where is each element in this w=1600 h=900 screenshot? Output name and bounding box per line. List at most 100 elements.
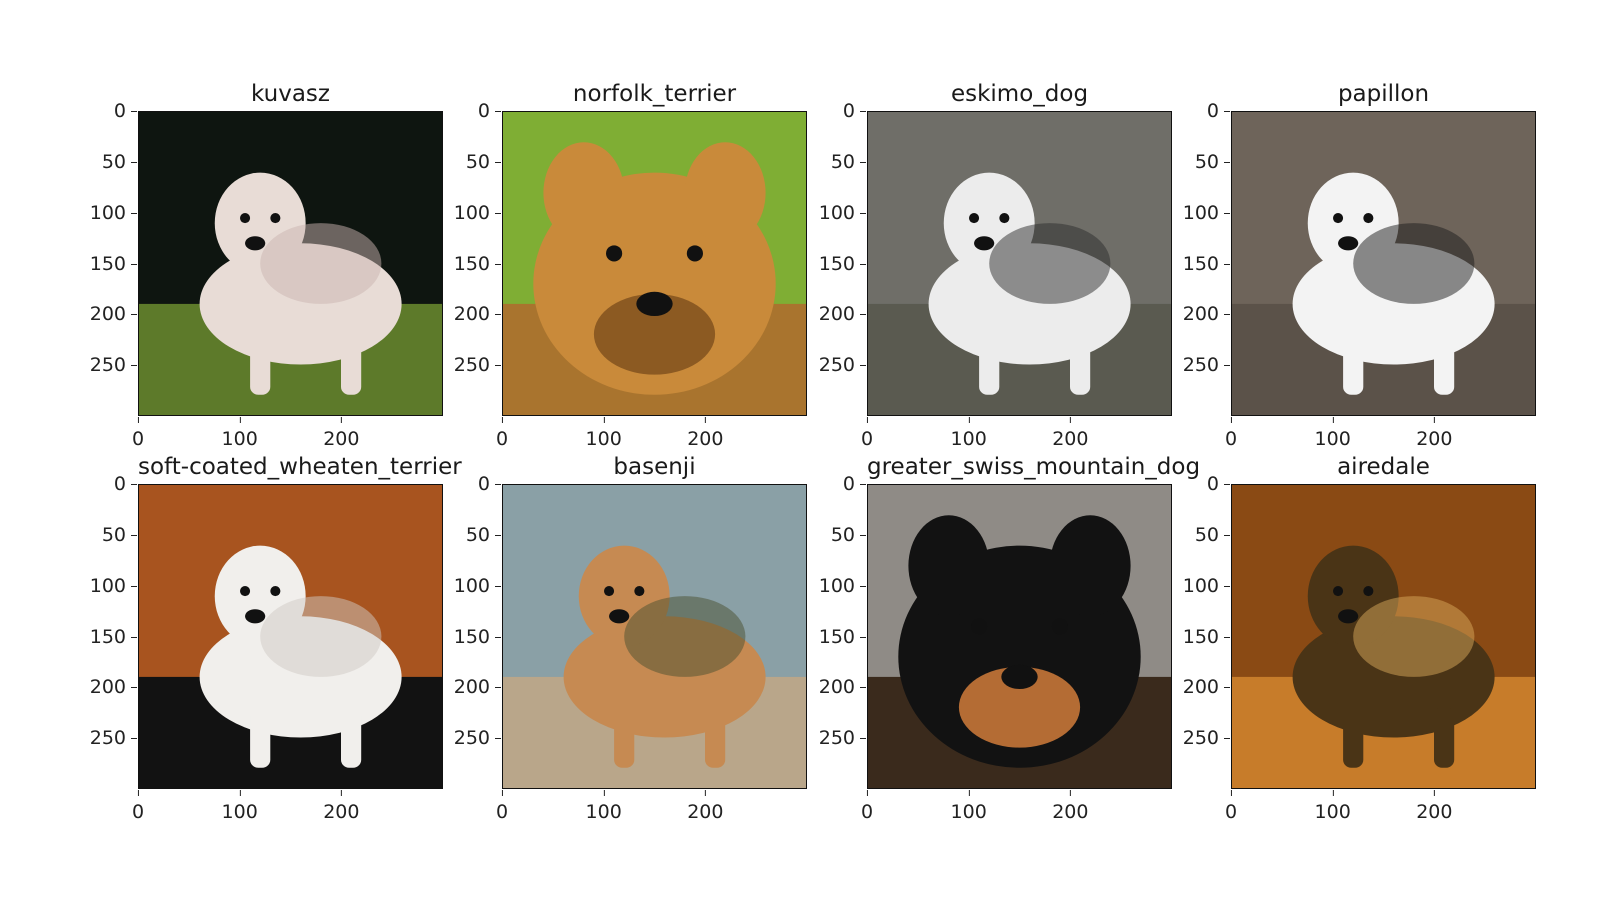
image-panel: airedale 0 50 100 150 200 250 0 100 200 <box>1183 454 1536 823</box>
y-tick-label: 150 <box>453 625 502 648</box>
y-tick-label: 200 <box>818 676 867 699</box>
panel-title: greater_swiss_mountain_dog <box>867 454 1201 480</box>
image-panel: eskimo_dog 0 50 100 150 200 250 0 100 200 <box>819 81 1172 450</box>
y-tick-label: 100 <box>818 574 867 597</box>
y-tick-label: 100 <box>89 574 138 597</box>
y-tick-label: 150 <box>1182 252 1231 275</box>
x-tick-label: 0 <box>1224 417 1238 450</box>
y-tick-label: 150 <box>453 252 502 275</box>
y-tick-label: 100 <box>453 201 502 224</box>
dog-photo <box>867 484 1172 789</box>
y-tick-label: 250 <box>89 354 138 377</box>
y-tick-label: 100 <box>453 574 502 597</box>
x-tick-label: 200 <box>1052 790 1089 823</box>
x-tick-label: 0 <box>1224 790 1238 823</box>
y-tick-label: 200 <box>89 676 138 699</box>
y-tick-label: 50 <box>101 523 138 546</box>
y-tick-label: 50 <box>1194 523 1231 546</box>
y-tick-label: 0 <box>842 473 867 495</box>
image-panel: norfolk_terrier 0 50 100 150 200 250 0 100 200 <box>454 81 807 450</box>
panel-title: eskimo_dog <box>950 81 1089 107</box>
x-tick-label: 100 <box>1314 790 1351 823</box>
y-tick-label: 100 <box>818 201 867 224</box>
x-tick-label: 200 <box>1052 417 1089 450</box>
dog-photo-placeholder <box>139 485 442 788</box>
y-tick-label: 250 <box>818 354 867 377</box>
y-tick-label: 100 <box>1182 574 1231 597</box>
x-tick-label: 100 <box>585 417 622 450</box>
y-tick-label: 150 <box>818 625 867 648</box>
x-tick-label: 100 <box>221 417 258 450</box>
dog-photo <box>138 111 443 416</box>
dog-photo-placeholder <box>503 485 806 788</box>
dog-photo-placeholder <box>1232 112 1535 415</box>
x-tick-label: 200 <box>1416 417 1453 450</box>
x-tick-label: 0 <box>495 790 509 823</box>
y-tick-label: 200 <box>453 676 502 699</box>
x-tick-label: 100 <box>585 790 622 823</box>
x-tick-label: 0 <box>860 417 874 450</box>
y-tick-label: 0 <box>113 473 138 495</box>
y-tick-label: 50 <box>1194 150 1231 173</box>
y-tick-label: 250 <box>453 727 502 750</box>
panel-title: airedale <box>1337 454 1430 480</box>
y-tick-label: 200 <box>89 303 138 326</box>
y-tick-label: 0 <box>113 100 138 122</box>
image-panel: greater_swiss_mountain_dog 0 50 100 150 200 25… <box>819 454 1200 823</box>
image-panel: soft-coated_wheaten_terrier 0 50 100 150 200 2… <box>90 454 462 823</box>
dog-photo-placeholder <box>868 112 1171 415</box>
dog-photo <box>1231 484 1536 789</box>
x-tick-label: 0 <box>495 417 509 450</box>
y-tick-label: 200 <box>1182 303 1231 326</box>
y-tick-label: 250 <box>818 727 867 750</box>
image-panel: kuvasz 0 50 100 150 200 250 0 100 200 <box>90 81 443 450</box>
panel-title: basenji <box>613 454 696 480</box>
x-tick-label: 0 <box>860 790 874 823</box>
image-panel: basenji 0 50 100 150 200 250 0 100 200 <box>454 454 807 823</box>
y-tick-label: 50 <box>465 523 502 546</box>
dog-photo-placeholder <box>1232 485 1535 788</box>
dog-photo <box>502 484 807 789</box>
y-tick-label: 250 <box>89 727 138 750</box>
y-tick-label: 150 <box>89 252 138 275</box>
dog-photo <box>1231 111 1536 416</box>
panel-title: kuvasz <box>251 81 330 107</box>
dog-photo-placeholder <box>503 112 806 415</box>
x-tick-label: 200 <box>1416 790 1453 823</box>
x-tick-label: 0 <box>131 417 145 450</box>
y-tick-label: 150 <box>89 625 138 648</box>
y-tick-label: 50 <box>830 150 867 173</box>
y-tick-label: 200 <box>818 303 867 326</box>
panel-title: norfolk_terrier <box>572 81 737 107</box>
y-tick-label: 200 <box>453 303 502 326</box>
image-panel: papillon 0 50 100 150 200 250 0 100 200 <box>1183 81 1536 450</box>
y-tick-label: 0 <box>1206 100 1231 122</box>
dog-photo <box>502 111 807 416</box>
y-tick-label: 50 <box>465 150 502 173</box>
y-tick-label: 50 <box>101 150 138 173</box>
y-tick-label: 50 <box>830 523 867 546</box>
y-tick-label: 0 <box>842 100 867 122</box>
y-tick-label: 0 <box>477 473 502 495</box>
x-tick-label: 100 <box>1314 417 1351 450</box>
x-tick-label: 200 <box>323 417 360 450</box>
dog-photo <box>138 484 443 789</box>
y-tick-label: 0 <box>477 100 502 122</box>
y-tick-label: 100 <box>1182 201 1231 224</box>
y-tick-label: 100 <box>89 201 138 224</box>
panel-title: soft-coated_wheaten_terrier <box>138 454 462 480</box>
dog-photo-placeholder <box>868 485 1171 788</box>
x-tick-label: 100 <box>950 790 987 823</box>
x-tick-label: 200 <box>687 417 724 450</box>
y-tick-label: 250 <box>1182 354 1231 377</box>
x-tick-label: 100 <box>950 417 987 450</box>
panel-title: papillon <box>1337 81 1430 107</box>
dog-photo <box>867 111 1172 416</box>
y-tick-label: 250 <box>453 354 502 377</box>
y-tick-label: 150 <box>1182 625 1231 648</box>
x-tick-label: 0 <box>131 790 145 823</box>
y-tick-label: 250 <box>1182 727 1231 750</box>
x-tick-label: 200 <box>687 790 724 823</box>
dog-photo-placeholder <box>139 112 442 415</box>
